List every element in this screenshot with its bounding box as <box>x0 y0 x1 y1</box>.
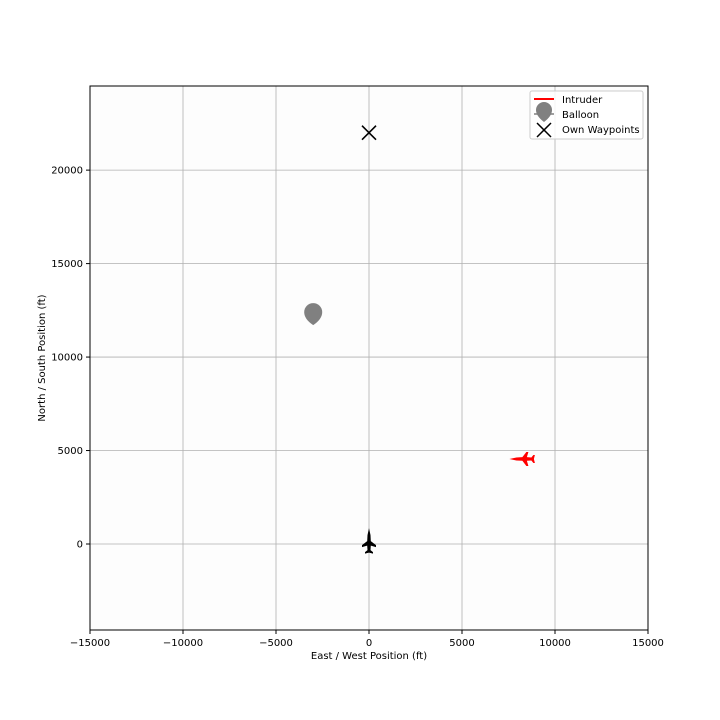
x-tick-label: 0 <box>366 638 372 649</box>
y-tick-label: 5000 <box>58 446 83 457</box>
x-tick-label: −5000 <box>259 638 293 649</box>
y-tick-label: 10000 <box>51 353 83 364</box>
x-axis-ticks: −15000 −10000 −5000 0 5000 10000 15000 <box>70 630 664 649</box>
legend: Intruder Balloon Own Waypoints <box>529 90 644 140</box>
x-tick-label: −15000 <box>70 638 110 649</box>
x-tick-label: 5000 <box>449 638 474 649</box>
y-axis-label: North / South Position (ft) <box>37 294 48 421</box>
legend-waypoint-marker <box>536 122 552 138</box>
legend-waypoint-label: Own Waypoints <box>562 125 640 136</box>
balloon-icon <box>304 303 323 326</box>
x-tick-label: 10000 <box>539 638 571 649</box>
x-axis-label: East / West Position (ft) <box>311 651 427 662</box>
intruder-aircraft-icon <box>509 451 535 466</box>
y-tick-label: 20000 <box>51 166 83 177</box>
x-tick-label: −10000 <box>163 638 203 649</box>
y-axis-ticks: 0 5000 10000 15000 20000 <box>51 166 90 551</box>
own-aircraft-icon <box>362 528 376 554</box>
legend-balloon-icon <box>536 102 552 122</box>
legend-balloon-label: Balloon <box>562 110 599 121</box>
y-tick-label: 0 <box>77 540 83 551</box>
legend-box <box>529 90 644 140</box>
y-tick-label: 15000 <box>51 259 83 270</box>
legend-intruder-label: Intruder <box>562 95 603 106</box>
x-tick-label: 15000 <box>632 638 664 649</box>
waypoint-x-marker <box>361 125 377 141</box>
data-marks <box>304 125 535 554</box>
